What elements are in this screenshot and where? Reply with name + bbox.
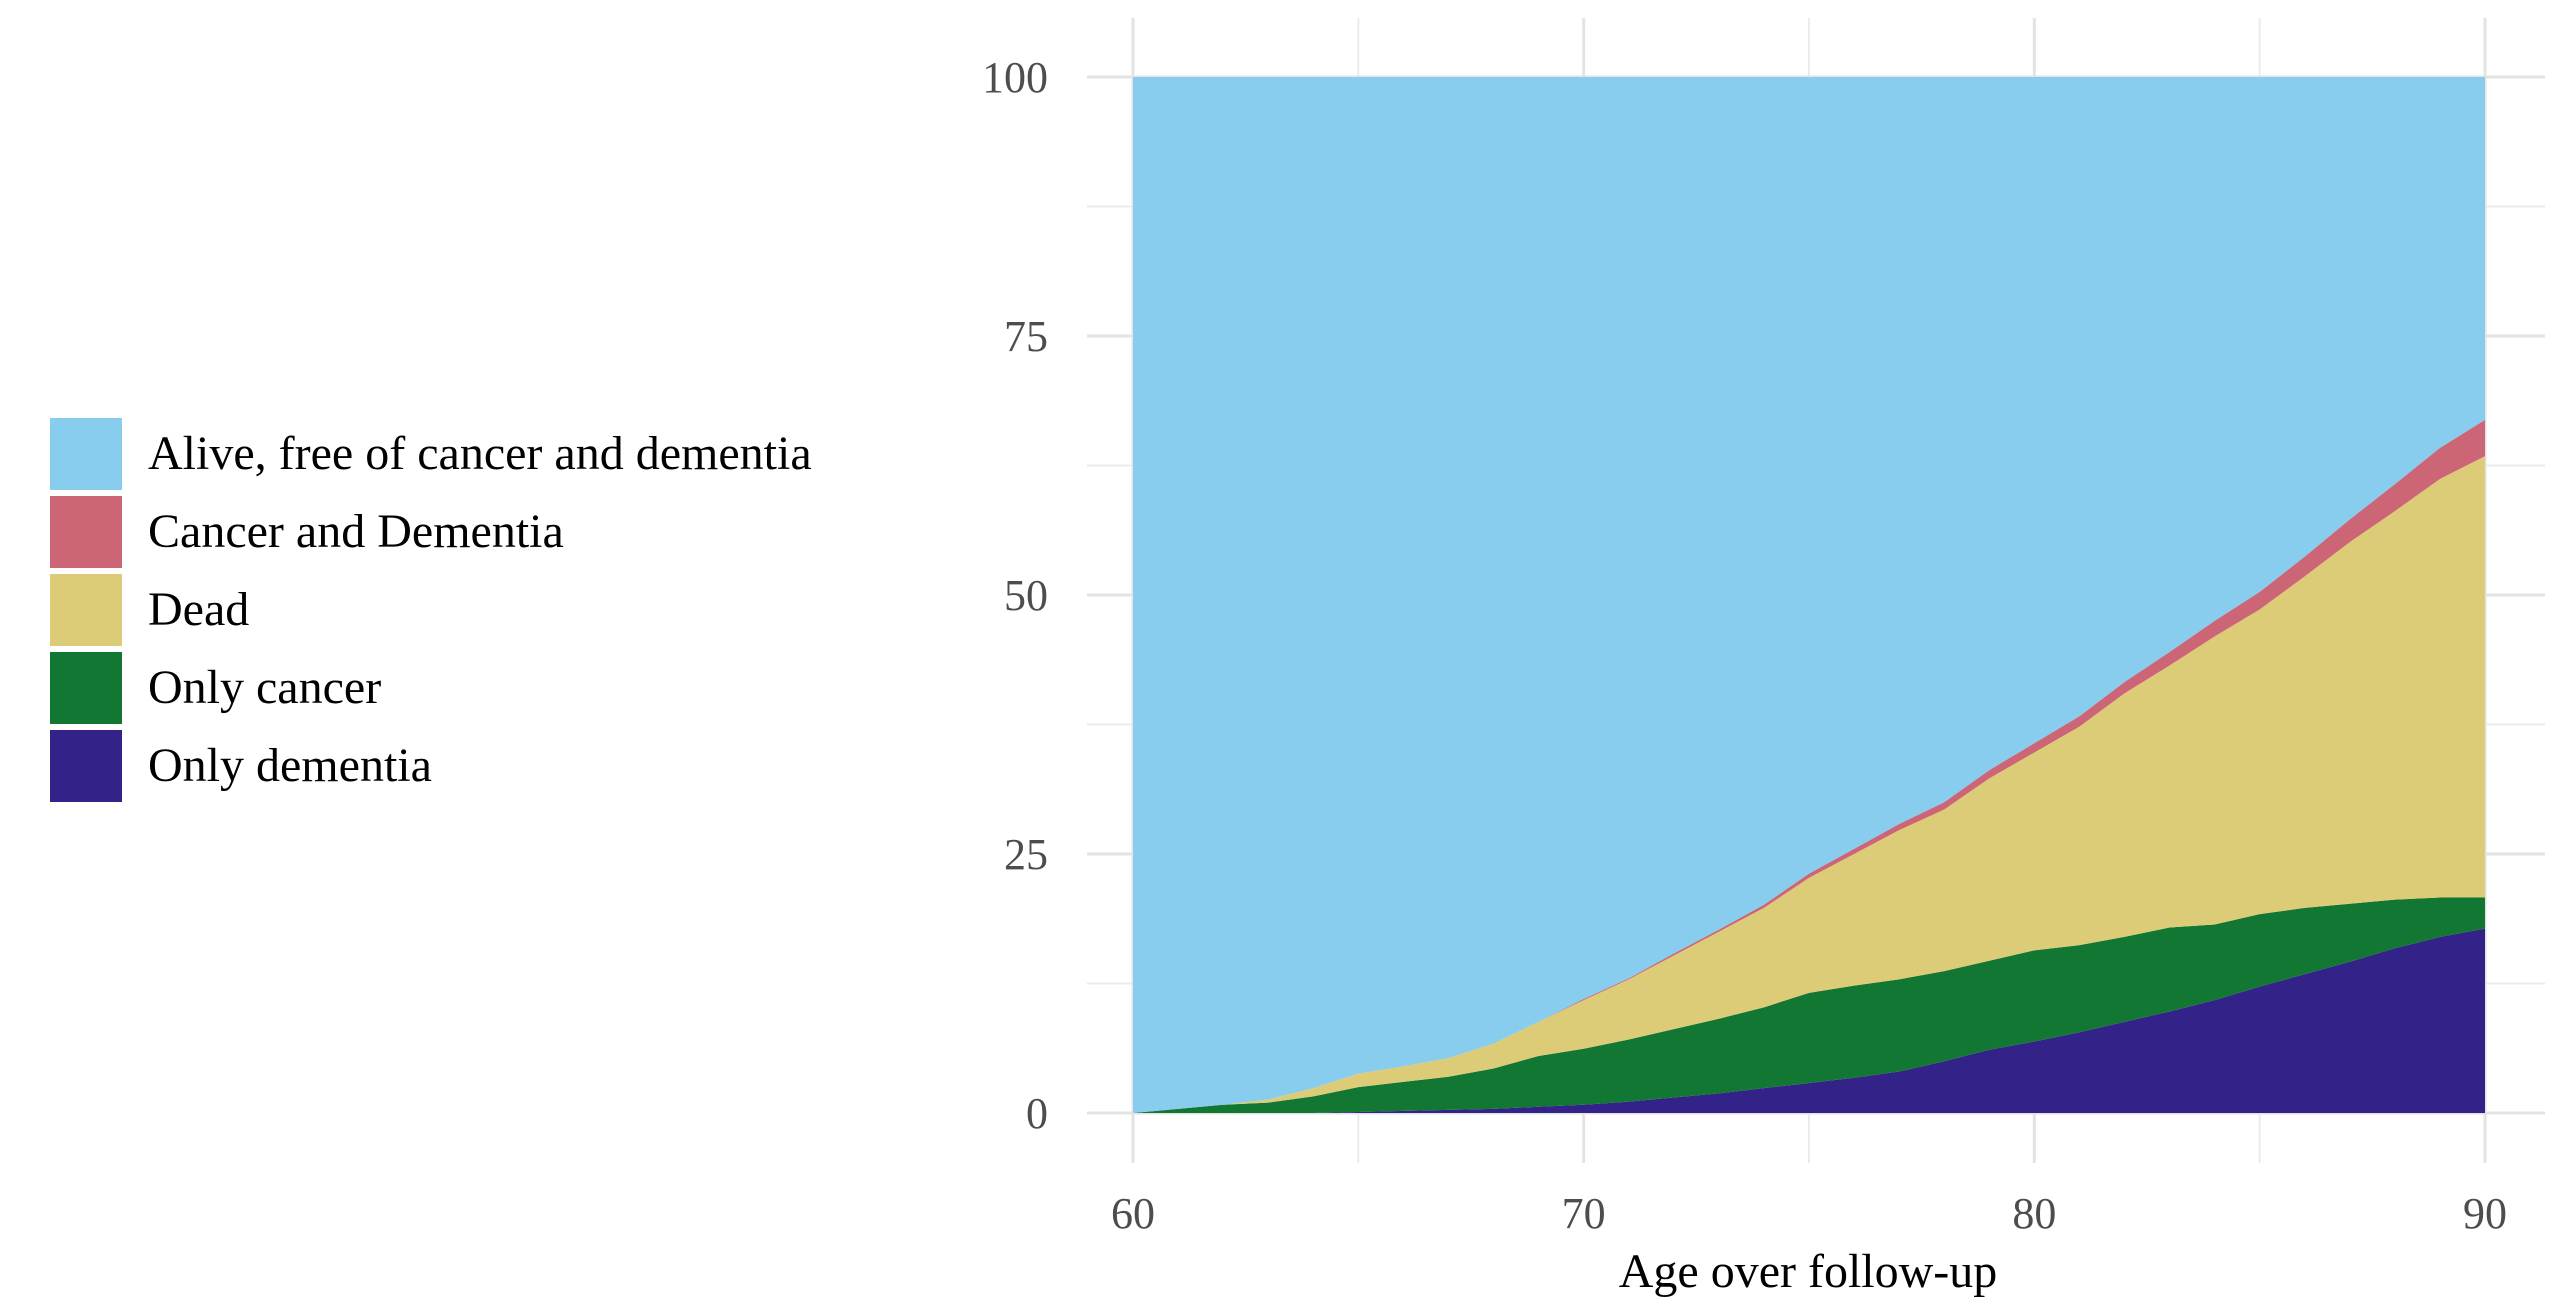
area-only-dementia <box>1133 928 2485 1113</box>
legend-item-only-dementia: Only dementia <box>50 727 950 805</box>
y-tick-label: 100 <box>982 53 1048 102</box>
legend-swatch-dead <box>50 574 122 646</box>
area-dead <box>1133 456 2485 1113</box>
area-alive-free-of-cancer-and-dementia <box>1133 77 2485 1113</box>
y-tick-label: 50 <box>1004 571 1048 620</box>
legend-label-only-cancer: Only cancer <box>148 661 382 714</box>
legend-item-only-cancer: Only cancer <box>50 649 950 727</box>
legend-swatch-alive <box>50 418 122 490</box>
legend-swatch-cancer-and-dementia <box>50 496 122 568</box>
legend-label-only-dementia: Only dementia <box>148 739 432 792</box>
y-tick-label: 0 <box>1026 1089 1048 1138</box>
y-tick-label: 75 <box>1004 312 1048 361</box>
plot-area <box>1133 77 2485 1113</box>
x-axis-title: Age over follow-up <box>1619 1245 1998 1298</box>
x-tick-label: 60 <box>1111 1189 1155 1238</box>
legend-label-alive: Alive, free of cancer and dementia <box>148 427 812 480</box>
x-tick-label: 70 <box>1562 1189 1606 1238</box>
legend-label-cancer-and-dementia: Cancer and Dementia <box>148 505 564 558</box>
area-only-cancer <box>1133 897 2485 1113</box>
legend-swatch-only-dementia <box>50 730 122 802</box>
legend-item-dead: Dead <box>50 571 950 649</box>
legend: Alive, free of cancer and dementia Cance… <box>50 415 950 805</box>
legend-item-alive: Alive, free of cancer and dementia <box>50 415 950 493</box>
tick-labels: 60 70 80 90 0 25 50 75 100 <box>982 53 2507 1238</box>
legend-swatch-only-cancer <box>50 652 122 724</box>
y-tick-label: 25 <box>1004 830 1048 879</box>
x-tick-label: 80 <box>2012 1189 2056 1238</box>
x-tick-label: 90 <box>2463 1189 2507 1238</box>
legend-label-dead: Dead <box>148 583 250 636</box>
legend-item-cancer-and-dementia: Cancer and Dementia <box>50 493 950 571</box>
